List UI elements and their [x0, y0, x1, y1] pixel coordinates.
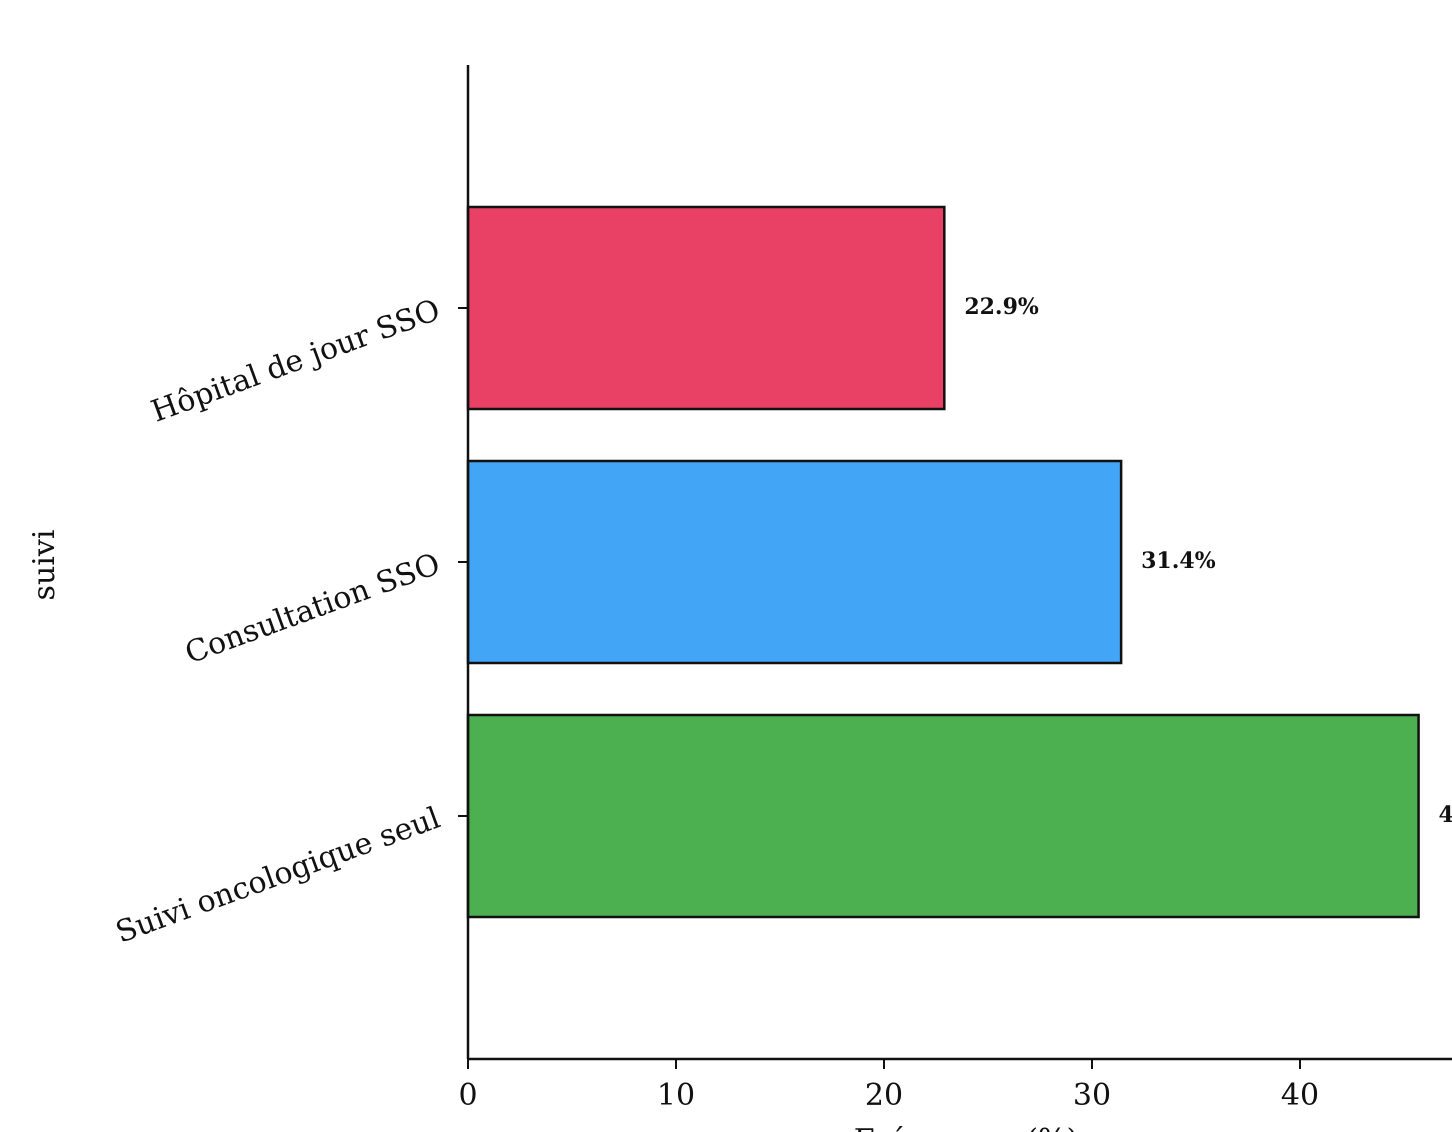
y-tick-label: Consultation SSO [181, 547, 445, 672]
bar [466, 459, 1123, 665]
bar [466, 205, 946, 411]
value-label: 45.7% [1439, 802, 1452, 828]
x-tick-label: 10 [657, 1078, 695, 1113]
value-label: 22.9% [964, 294, 1039, 320]
x-tick-label: 30 [1073, 1078, 1111, 1113]
x-tick-label: 40 [1281, 1078, 1319, 1113]
x-axis-label: Fréquence (%) [854, 1123, 1079, 1132]
y-tick-label: Suivi oncologique seul [111, 801, 444, 951]
y-axis-label: suivi [27, 530, 62, 601]
x-tick-label: 20 [865, 1078, 903, 1113]
bar [466, 713, 1420, 919]
x-tick-label: 0 [458, 1078, 477, 1113]
y-tick-label: Hôpital de jour SSO [147, 293, 445, 430]
value-label: 31.4% [1141, 548, 1216, 574]
